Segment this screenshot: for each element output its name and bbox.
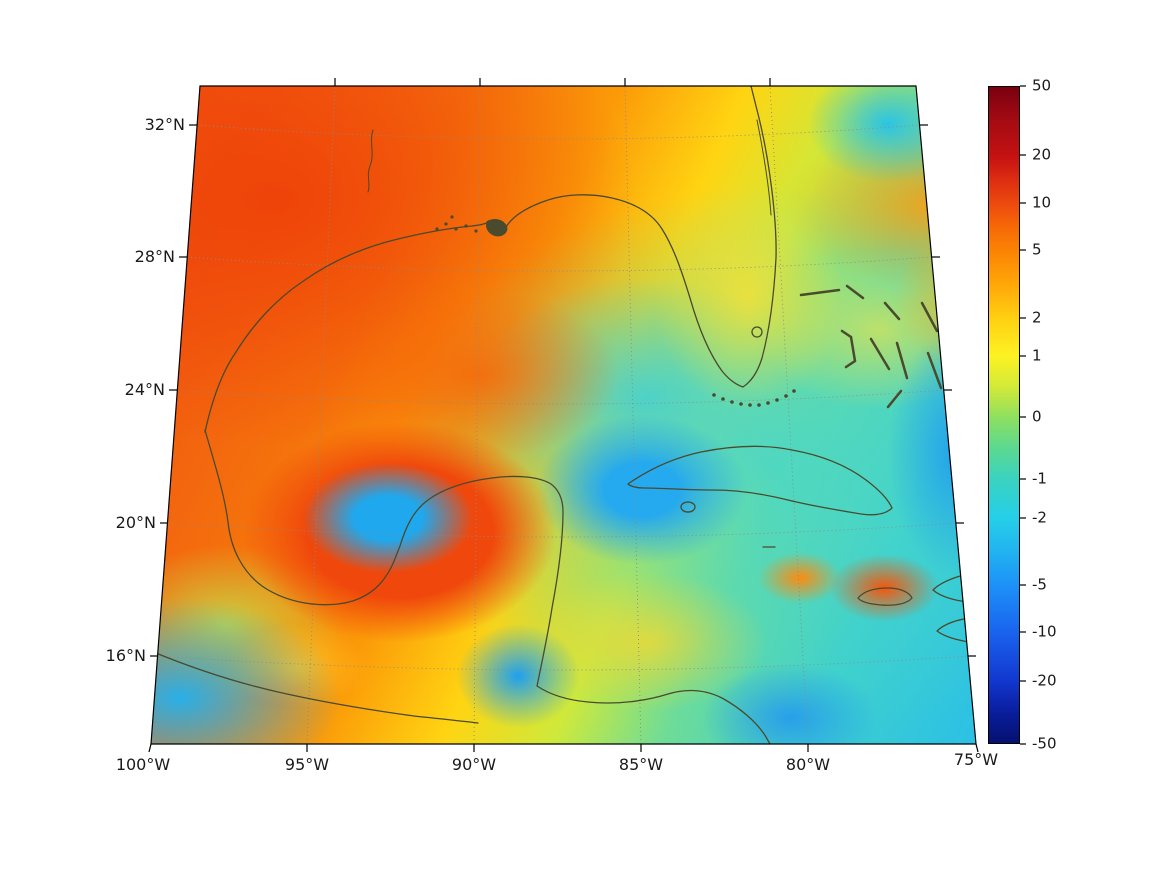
lon-tick-label: 90°W [451,755,497,774]
lon-tick-label: 80°W [785,755,831,774]
colorbar-tick-label: 10 [1032,193,1052,212]
lat-tick-label: 28°N [134,247,175,266]
colorbar-tick-label: 50 [1032,76,1052,95]
colorbar-tick-label: -5 [1032,575,1047,594]
lat-tick-label: 16°N [105,646,146,665]
colorbar-tick-label: 1 [1032,346,1042,365]
colorbar-tick-label: -50 [1032,734,1057,753]
colorbar-tick-label: 20 [1032,145,1052,164]
lat-tick-label: 24°N [124,380,165,399]
colorbar-tick-label: -2 [1032,508,1047,527]
colorbar-ticks [1020,85,1026,745]
lon-tick-label: 75°W [953,750,999,769]
lon-tick-label: 100°W [115,755,171,774]
lon-tick-label: 95°W [284,755,330,774]
lat-tick-label: 32°N [144,115,185,134]
colorbar [988,86,1020,744]
colorbar-tick-label: -10 [1032,622,1057,641]
lat-tick-label: 20°N [115,513,156,532]
lon-tick-label: 85°W [618,755,664,774]
colorbar-tick-label: -1 [1032,469,1047,488]
colorbar-tick-label: 5 [1032,240,1042,259]
colorbar-tick-label: -20 [1032,671,1057,690]
colorbar-tick-label: 2 [1032,308,1042,327]
colorbar-tick-label: 0 [1032,407,1042,426]
